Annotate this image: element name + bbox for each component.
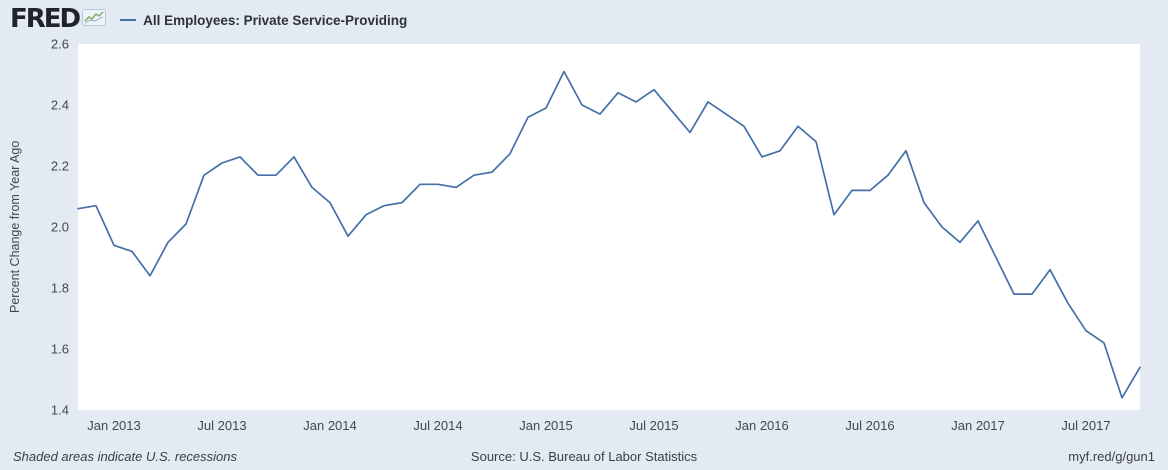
y-tick-label: 2.2: [51, 159, 69, 174]
recession-note: Shaded areas indicate U.S. recessions: [13, 449, 238, 464]
fred-logo-text: FRED: [10, 4, 81, 34]
y-tick-label: 2.4: [51, 98, 69, 113]
short-url-link[interactable]: myf.red/g/gun1: [1068, 449, 1155, 464]
y-tick-label: 2.6: [51, 37, 69, 52]
y-tick-label: 2.0: [51, 220, 69, 235]
x-tick-label: Jul 2017: [1061, 418, 1110, 433]
y-tick-label: 1.8: [51, 281, 69, 296]
legend-line-swatch: [120, 19, 137, 21]
x-tick-label: Jan 2015: [519, 418, 573, 433]
plot-area: [78, 44, 1140, 410]
x-tick-label: Jan 2013: [87, 418, 141, 433]
y-tick-label: 1.4: [51, 403, 69, 418]
x-tick-label: Jul 2015: [629, 418, 678, 433]
line-chart: 1.4 1.6 1.8 2.0 2.2 2.4 2.6 Jan 2013 Jul 2013 Jan…: [51, 37, 1141, 433]
fred-sparkline-icon: [82, 9, 107, 31]
x-tick-label: Jan 2016: [735, 418, 789, 433]
x-tick-label: Jan 2014: [303, 418, 357, 433]
chart-header: FRED All Employees: Private Service-Prov…: [0, 0, 1168, 38]
legend-series-label[interactable]: All Employees: Private Service-Providing: [143, 12, 408, 28]
chart-legend: All Employees: Private Service-Providing: [120, 13, 407, 28]
x-tick-label: Jul 2014: [413, 418, 462, 433]
x-tick-label: Jul 2013: [197, 418, 246, 433]
fred-logo[interactable]: FRED: [10, 4, 107, 34]
x-tick-label: Jul 2016: [845, 418, 894, 433]
source-link[interactable]: Source: U.S. Bureau of Labor Statistics: [470, 449, 698, 464]
data-line-series[interactable]: [77, 70, 1141, 399]
y-tick-label: 1.6: [51, 342, 69, 357]
chart-footer: Shaded areas indicate U.S. recessions So…: [0, 443, 1168, 470]
x-tick-label: Jan 2017: [951, 418, 1005, 433]
